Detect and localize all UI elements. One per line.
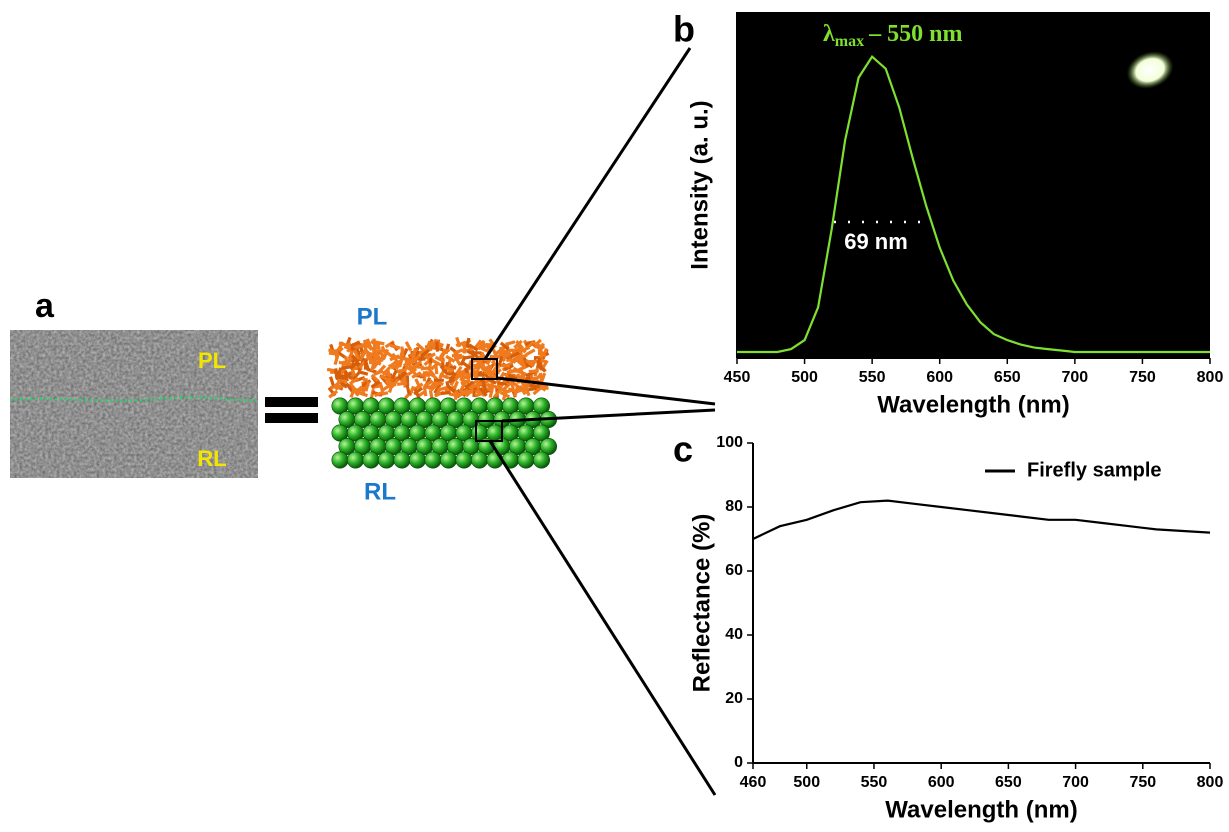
fiber <box>414 365 424 368</box>
x-tick-label: 600 <box>928 774 955 791</box>
peak-text: – 550 nm <box>868 21 962 47</box>
sphere <box>347 452 363 468</box>
y-tick-label: 0 <box>734 754 743 771</box>
x-axis-label: Wavelength (nm) <box>885 796 1077 823</box>
x-tick-label: 450 <box>724 369 751 386</box>
x-tick-label: 800 <box>1197 369 1224 386</box>
image-label: PL <box>198 348 226 373</box>
x-tick-label: 460 <box>740 774 767 791</box>
sphere <box>332 452 348 468</box>
panel-label: c <box>673 429 693 470</box>
sphere <box>378 452 394 468</box>
sphere <box>440 452 456 468</box>
fiber <box>455 337 461 347</box>
x-tick-label: 600 <box>926 369 953 386</box>
x-tick-label: 500 <box>791 369 818 386</box>
x-axis-label: Wavelength (nm) <box>877 391 1069 418</box>
fiber <box>509 349 519 352</box>
y-axis-label: Intensity (a. u.) <box>686 100 713 269</box>
y-tick-label: 20 <box>725 690 743 707</box>
fiber <box>420 373 430 377</box>
y-tick-label: 100 <box>716 434 743 451</box>
y-tick-label: 60 <box>725 562 743 579</box>
x-tick-label: 500 <box>793 774 820 791</box>
schematic-label: RL <box>364 478 396 505</box>
fiber <box>452 354 462 358</box>
equals-sign <box>265 413 318 423</box>
equals-sign <box>265 397 318 407</box>
x-tick-label: 700 <box>1062 774 1089 791</box>
y-tick-label: 40 <box>725 626 743 643</box>
connector <box>490 441 715 795</box>
x-tick-label: 700 <box>1062 369 1089 386</box>
sphere <box>394 452 410 468</box>
x-tick-label: 800 <box>1197 774 1224 791</box>
legend-label: Firefly sample <box>1027 459 1162 481</box>
x-tick-label: 650 <box>995 774 1022 791</box>
series-line <box>753 501 1210 539</box>
schematic <box>327 337 557 468</box>
fiber <box>434 378 444 381</box>
fwhm-label: 69 nm <box>844 229 908 254</box>
fiber <box>334 354 340 364</box>
x-tick-label: 650 <box>994 369 1021 386</box>
sphere <box>456 452 472 468</box>
x-tick-label: 550 <box>859 369 886 386</box>
sphere <box>409 452 425 468</box>
fiber <box>364 360 368 370</box>
fiber <box>358 370 368 376</box>
sphere <box>471 452 487 468</box>
panel-label: a <box>35 287 55 325</box>
fiber <box>535 345 545 349</box>
fiber <box>500 364 510 368</box>
panel-label: b <box>673 9 695 50</box>
fiber <box>334 368 338 378</box>
y-axis-label: Reflectance (%) <box>688 514 715 693</box>
peak-subscript: max <box>835 33 864 50</box>
peak-symbol: λ <box>823 21 835 47</box>
sphere <box>363 452 379 468</box>
sphere <box>518 452 534 468</box>
schematic-label: PL <box>357 303 388 330</box>
fiber <box>463 343 467 353</box>
x-tick-label: 750 <box>1129 369 1156 386</box>
figure: a PL RL PL RL 450500550600650700750800Wa… <box>0 0 1229 832</box>
sphere <box>425 452 441 468</box>
x-tick-label: 550 <box>861 774 888 791</box>
fiber <box>405 385 410 395</box>
fiber <box>434 364 438 374</box>
sphere <box>533 452 549 468</box>
connector <box>485 48 690 359</box>
x-tick-label: 750 <box>1129 774 1156 791</box>
image-label: RL <box>197 446 226 471</box>
y-tick-label: 80 <box>725 498 743 515</box>
